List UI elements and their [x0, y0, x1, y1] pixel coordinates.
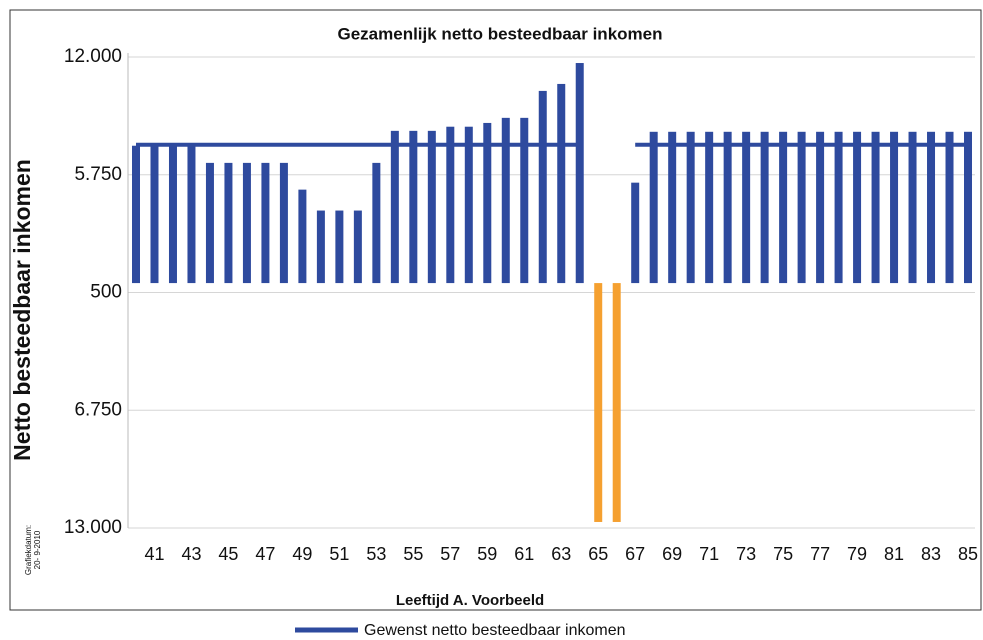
- bar: [686, 131, 695, 284]
- y-tick-label: 13.000: [64, 517, 122, 538]
- x-tick-label: 45: [218, 544, 238, 564]
- bar: [242, 162, 251, 284]
- x-tick-label: 73: [736, 544, 756, 564]
- bar: [612, 283, 621, 522]
- bar: [335, 210, 344, 284]
- date-label: 20- 9-2010: [33, 530, 42, 569]
- x-tick-label: 81: [884, 544, 904, 564]
- x-tick-label: 53: [366, 544, 386, 564]
- bar: [187, 145, 196, 284]
- x-tick-label: 83: [921, 544, 941, 564]
- bar: [871, 131, 880, 284]
- bar: [501, 117, 510, 284]
- bar: [964, 131, 972, 284]
- bar: [298, 189, 307, 284]
- y-tick-label: 6.750: [74, 399, 122, 420]
- bar: [150, 145, 159, 284]
- bar: [631, 182, 640, 284]
- x-tick-label: 49: [292, 544, 312, 564]
- bar: [594, 283, 603, 522]
- x-tick-label: 57: [440, 544, 460, 564]
- y-tick-label: 5.750: [74, 164, 122, 185]
- x-tick-label: 77: [810, 544, 830, 564]
- bar: [816, 131, 825, 284]
- bar: [427, 130, 436, 284]
- bar: [520, 117, 529, 284]
- bar: [353, 210, 362, 284]
- bar: [668, 131, 677, 284]
- bar: [483, 122, 492, 284]
- bar: [779, 131, 788, 284]
- bar: [372, 162, 381, 284]
- bar: [132, 145, 140, 284]
- x-tick-label: 65: [588, 544, 608, 564]
- x-tick-label: 43: [181, 544, 201, 564]
- bar: [538, 90, 547, 284]
- bar: [890, 131, 899, 284]
- y-axis-label: Netto besteedbaar inkomen: [9, 159, 35, 461]
- bar: [316, 210, 325, 284]
- bar: [797, 131, 806, 284]
- bar: [168, 145, 177, 284]
- x-tick-label: 47: [255, 544, 275, 564]
- x-tick-label: 67: [625, 544, 645, 564]
- x-axis-label: Leeftijd A. Voorbeeld: [396, 592, 544, 609]
- bar: [409, 130, 418, 284]
- bar: [464, 126, 473, 284]
- bar: [446, 126, 455, 284]
- x-tick-label: 55: [403, 544, 423, 564]
- chart-title: Gezamenlijk netto besteedbaar inkomen: [338, 24, 663, 43]
- x-tick-label: 41: [144, 544, 164, 564]
- bar: [390, 130, 399, 284]
- bar: [853, 131, 862, 284]
- bar: [575, 63, 584, 284]
- bar: [261, 162, 270, 284]
- date-label: Grafiekdatum:: [24, 525, 33, 575]
- legend-label: Gewenst netto besteedbaar inkomen: [364, 622, 626, 639]
- y-tick-label: 500: [90, 282, 122, 303]
- x-tick-label: 75: [773, 544, 793, 564]
- x-tick-label: 59: [477, 544, 497, 564]
- x-tick-label: 69: [662, 544, 682, 564]
- x-tick-label: 63: [551, 544, 571, 564]
- bar: [945, 131, 954, 284]
- bar: [927, 131, 936, 284]
- x-tick-label: 85: [958, 544, 978, 564]
- bar: [760, 131, 769, 284]
- x-tick-label: 51: [329, 544, 349, 564]
- bar: [908, 131, 917, 284]
- bar: [557, 83, 566, 284]
- bar: [705, 131, 714, 284]
- bar: [649, 131, 658, 284]
- bar: [834, 131, 843, 284]
- bar: [742, 131, 751, 284]
- x-tick-label: 79: [847, 544, 867, 564]
- x-tick-label: 61: [514, 544, 534, 564]
- y-tick-label: 12.000: [64, 46, 122, 67]
- frame: [9, 9, 982, 611]
- bar: [723, 131, 732, 284]
- bar: [224, 162, 233, 284]
- x-tick-label: 71: [699, 544, 719, 564]
- bar: [279, 162, 288, 284]
- bar: [205, 162, 214, 284]
